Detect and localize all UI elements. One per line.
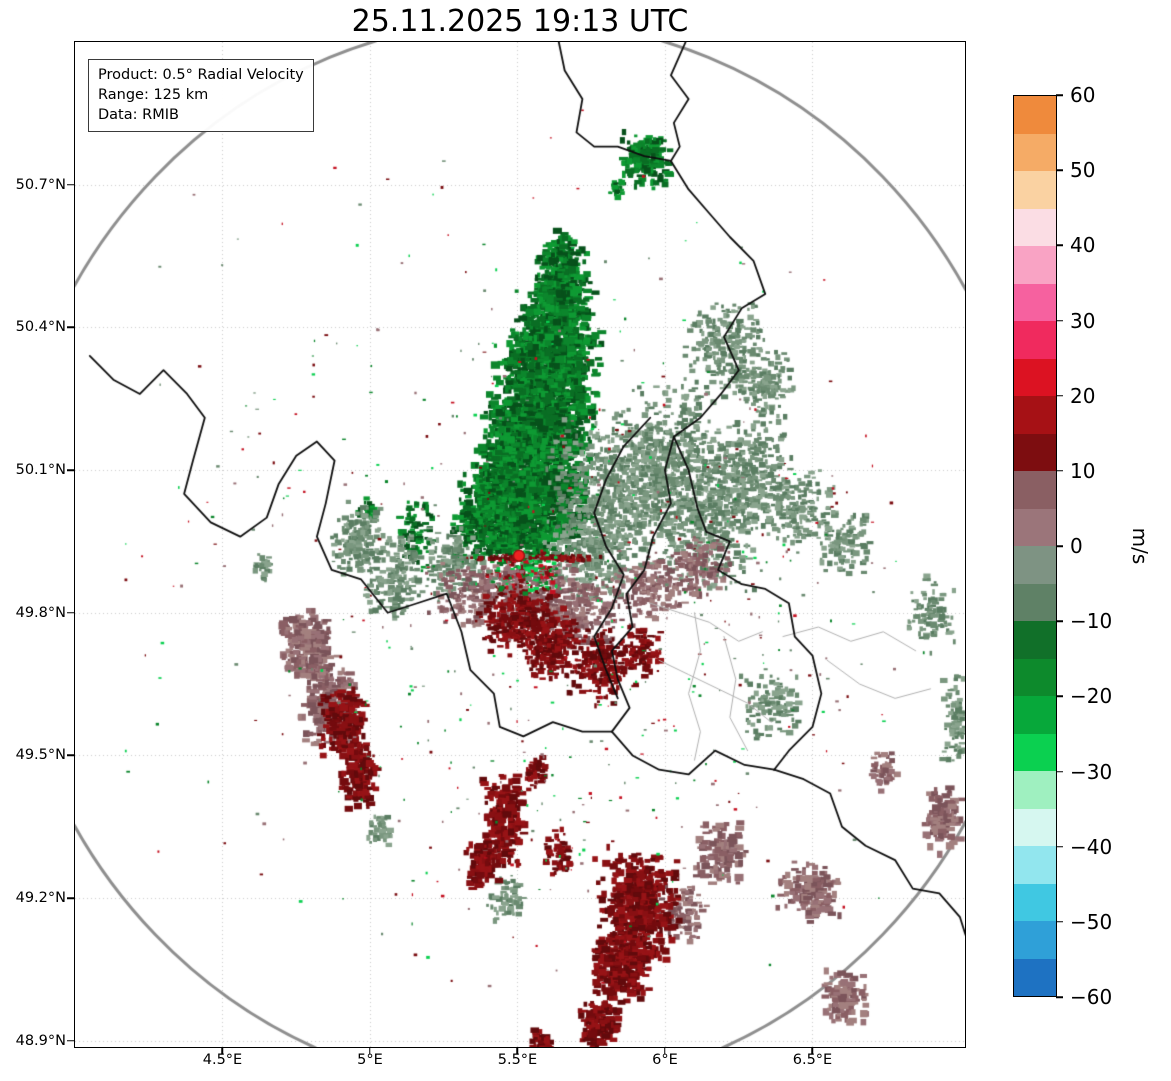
- colorbar-tick-label: −10: [1070, 609, 1113, 634]
- lon-tick-label: 4.5°E: [202, 1052, 243, 1068]
- lon-tick-mark: [516, 1047, 519, 1054]
- colorbar-tick-mark: [1056, 996, 1063, 998]
- lat-tick-label: 48.9°N: [15, 1032, 66, 1049]
- lon-tick-label: 6.5°E: [792, 1052, 833, 1068]
- lat-tick-mark: [67, 183, 74, 186]
- colorbar-tick-mark: [1056, 921, 1063, 923]
- lat-tick-mark: [67, 897, 74, 899]
- lat-tick-label: 50.4°N: [15, 319, 66, 336]
- colorbar-unit-label: m/s: [1128, 527, 1152, 565]
- colorbar: [1013, 95, 1057, 997]
- lat-tick-label: 49.8°N: [15, 604, 66, 621]
- colorbar-band: [1014, 621, 1056, 659]
- lat-tick-mark: [67, 469, 74, 471]
- colorbar-tick-mark: [1056, 169, 1063, 171]
- colorbar-tick-label: −30: [1070, 759, 1113, 784]
- lat-tick-label: 50.7°N: [15, 176, 66, 193]
- colorbar-tick-mark: [1056, 620, 1063, 622]
- lon-tick-label: 5°E: [357, 1052, 383, 1068]
- lon-tick-mark: [664, 1047, 666, 1054]
- colorbar-tick-label: −20: [1070, 684, 1113, 709]
- info-source-line: Data: RMIB: [98, 107, 179, 123]
- colorbar-band: [1014, 246, 1056, 284]
- colorbar-band: [1014, 733, 1056, 771]
- colorbar-tick-label: 0: [1070, 534, 1083, 558]
- lon-tick-mark: [811, 1047, 814, 1054]
- lat-tick-mark: [67, 326, 74, 329]
- lat-tick-mark: [67, 754, 74, 757]
- lat-tick-mark: [67, 612, 74, 614]
- colorbar-band: [1014, 846, 1056, 884]
- colorbar-tick-label: 30: [1070, 308, 1096, 333]
- colorbar-tick-label: 50: [1070, 158, 1096, 183]
- colorbar-band: [1014, 358, 1056, 396]
- info-product-line: Product: 0.5° Radial Velocity: [98, 67, 304, 83]
- colorbar-tick-label: 60: [1070, 83, 1096, 107]
- figure-title: 25.11.2025 19:13 UTC: [351, 4, 689, 39]
- colorbar-band: [1014, 508, 1056, 546]
- colorbar-band: [1014, 921, 1056, 959]
- lat-tick-label: 49.2°N: [15, 890, 66, 907]
- colorbar-band: [1014, 658, 1056, 696]
- lat-tick-label: 49.5°N: [15, 747, 66, 764]
- colorbar-tick-mark: [1056, 244, 1063, 247]
- lon-tick-mark: [369, 1047, 371, 1054]
- colorbar-tick-mark: [1056, 845, 1063, 848]
- colorbar-band: [1014, 396, 1056, 434]
- colorbar-band: [1014, 321, 1056, 359]
- lat-tick-label: 50.1°N: [15, 462, 66, 479]
- colorbar-tick-label: −60: [1070, 985, 1113, 1009]
- colorbar-band: [1014, 133, 1056, 171]
- colorbar-band: [1014, 583, 1056, 621]
- colorbar-band: [1014, 546, 1056, 584]
- product-info-box: Product: 0.5° Radial Velocity Range: 125…: [88, 59, 314, 132]
- colorbar-band: [1014, 171, 1056, 209]
- colorbar-tick-label: −50: [1070, 909, 1113, 934]
- colorbar-gradient: [1014, 96, 1056, 996]
- colorbar-band: [1014, 283, 1056, 321]
- colorbar-tick-mark: [1056, 94, 1063, 96]
- colorbar-band: [1014, 433, 1056, 471]
- lon-tick-label: 6°E: [652, 1052, 678, 1068]
- colorbar-band: [1014, 808, 1056, 846]
- lon-tick-mark: [221, 1047, 224, 1054]
- colorbar-band: [1014, 771, 1056, 809]
- colorbar-tick-mark: [1056, 470, 1063, 472]
- info-range-line: Range: 125 km: [98, 87, 209, 103]
- lat-tick-mark: [67, 1040, 74, 1042]
- colorbar-band: [1014, 958, 1056, 996]
- colorbar-tick-mark: [1056, 770, 1063, 773]
- colorbar-band: [1014, 471, 1056, 509]
- colorbar-band: [1014, 208, 1056, 246]
- colorbar-tick-label: 10: [1070, 458, 1096, 483]
- colorbar-band: [1014, 96, 1056, 134]
- colorbar-band: [1014, 696, 1056, 734]
- colorbar-tick-mark: [1056, 545, 1063, 547]
- lon-tick-label: 5.5°E: [497, 1052, 538, 1068]
- radar-map-canvas: [75, 42, 965, 1047]
- colorbar-tick-label: 40: [1070, 233, 1096, 258]
- colorbar-tick-label: −40: [1070, 834, 1113, 859]
- colorbar-tick-label: 20: [1070, 383, 1096, 408]
- colorbar-band: [1014, 883, 1056, 921]
- colorbar-tick-mark: [1056, 394, 1063, 397]
- colorbar-tick-mark: [1056, 319, 1063, 322]
- colorbar-tick-mark: [1056, 695, 1063, 698]
